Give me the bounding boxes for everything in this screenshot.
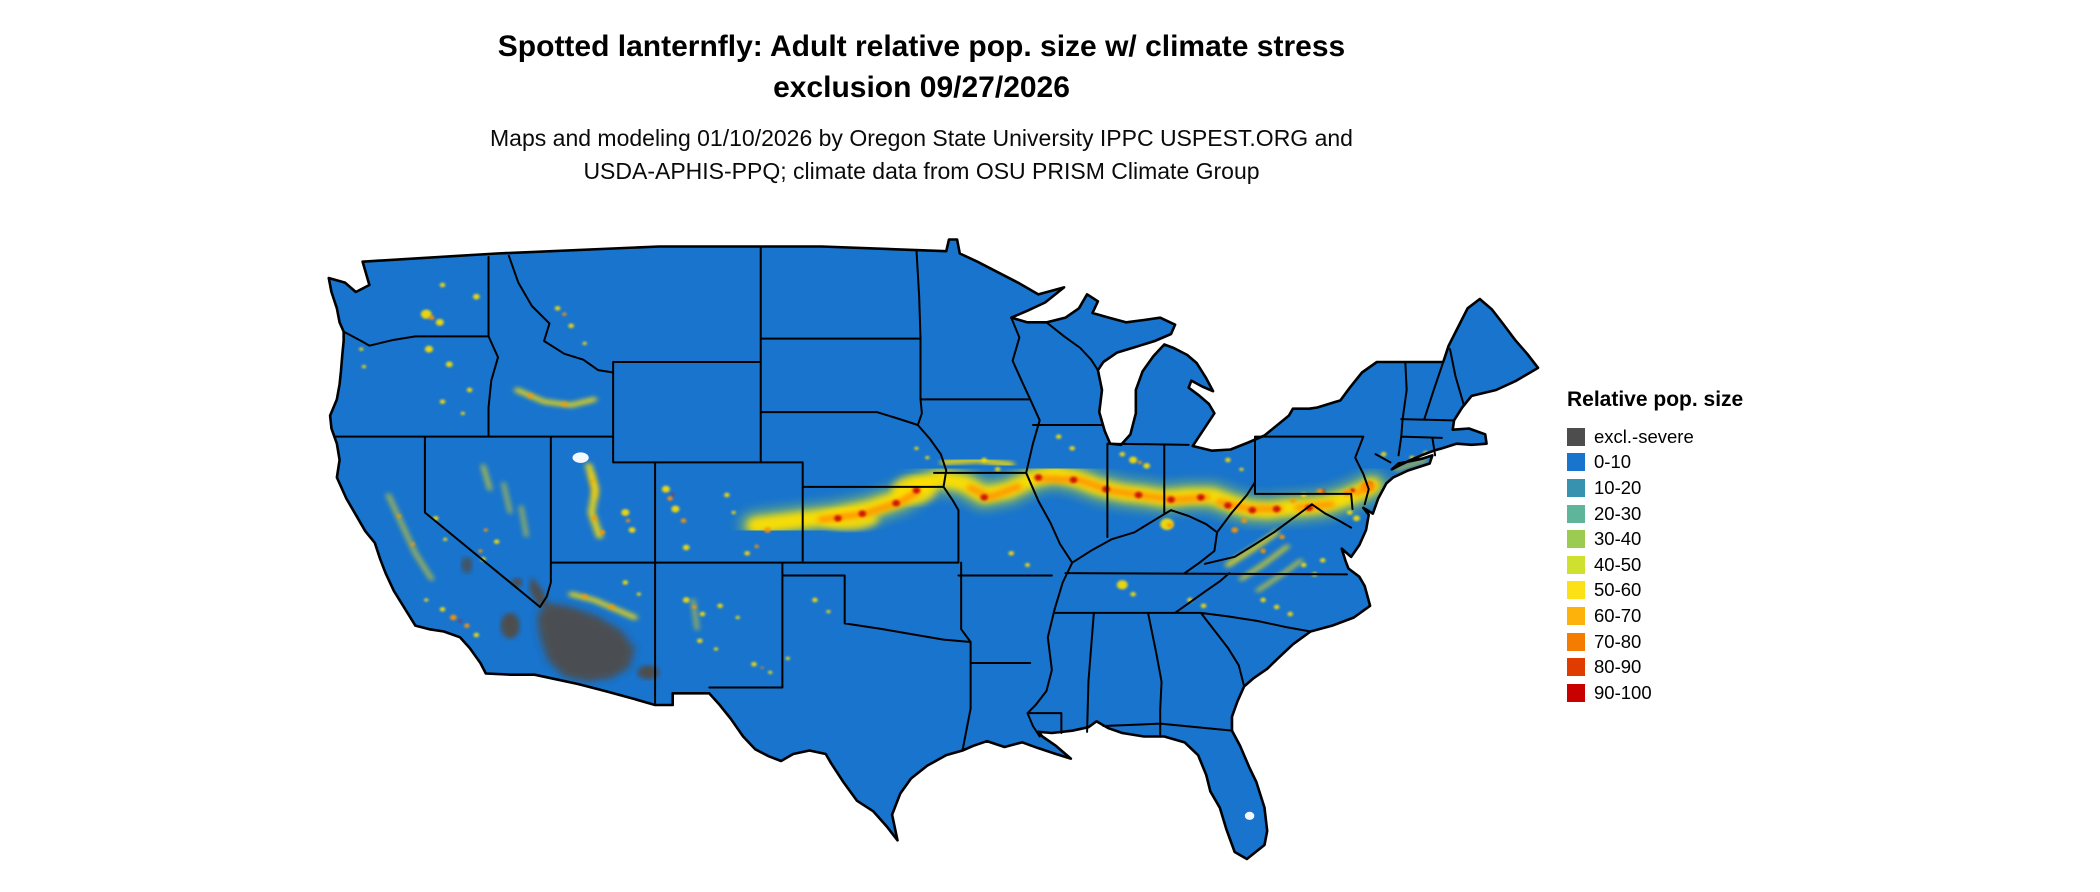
legend-title: Relative pop. size: [1567, 388, 1744, 411]
map-subtitle-line1: Maps and modeling 01/10/2026 by Oregon S…: [490, 125, 1353, 151]
legend-swatch: [1567, 530, 1585, 549]
legend-swatch: [1567, 632, 1585, 651]
legend-item: 20-30: [1567, 501, 1743, 527]
us-map: [280, 215, 1580, 892]
legend-item-label: 70-80: [1594, 630, 1642, 652]
legend-swatch: [1567, 453, 1585, 472]
legend-swatch: [1567, 478, 1585, 497]
legend-item-label: 90-100: [1594, 681, 1652, 703]
legend-item: 0-10: [1567, 450, 1743, 476]
heat-overlay: [359, 282, 1429, 682]
legend-item: 70-80: [1567, 629, 1743, 655]
excluded-region: [461, 556, 660, 682]
legend-item: 40-50: [1567, 552, 1743, 578]
lake-ok: [1244, 811, 1255, 820]
map-subtitle: Maps and modeling 01/10/2026 by Oregon S…: [0, 122, 1843, 188]
yellow-specks: [359, 282, 1429, 675]
legend-swatch: [1567, 658, 1585, 677]
national-outline: [329, 240, 1538, 860]
legend-item-label: 60-70: [1594, 604, 1642, 626]
legend-swatch: [1567, 606, 1585, 625]
legend-swatch: [1567, 581, 1585, 600]
legend-item: 30-40: [1567, 526, 1743, 552]
us-map-svg: [280, 215, 1580, 892]
legend: Relative pop. size excl.-severe 0-10 10-20…: [1567, 388, 1743, 706]
legend-item-label: 50-60: [1594, 579, 1642, 601]
map-subtitle-line2: USDA-APHIS-PPQ; climate data from OSU PR…: [583, 158, 1260, 184]
legend-swatch: [1567, 555, 1585, 574]
state-borders: [334, 247, 1463, 751]
legend-item: 80-90: [1567, 654, 1743, 680]
great-salt-lake: [572, 452, 589, 463]
legend-item-label: 30-40: [1594, 528, 1642, 550]
map-title-line2: exclusion 09/27/2026: [773, 71, 1070, 104]
legend-item: 60-70: [1567, 603, 1743, 629]
legend-swatch: [1567, 504, 1585, 523]
legend-item-label: 0-10: [1594, 451, 1632, 473]
map-title: Spotted lanternfly: Adult relative pop. …: [0, 26, 1843, 108]
inland-lakes: [572, 452, 1255, 820]
map-title-line1: Spotted lanternfly: Adult relative pop. …: [497, 30, 1346, 63]
legend-swatch: [1567, 427, 1585, 446]
legend-item-label: 80-90: [1594, 656, 1642, 678]
legend-swatch: [1567, 683, 1585, 702]
legend-item-label: excl.-severe: [1594, 425, 1694, 447]
legend-item: 90-100: [1567, 680, 1743, 706]
legend-item-label: 40-50: [1594, 553, 1642, 575]
legend-item-label: 10-20: [1594, 476, 1642, 498]
legend-item-label: 20-30: [1594, 502, 1642, 524]
legend-item: 50-60: [1567, 578, 1743, 604]
legend-item: excl.-severe: [1567, 424, 1743, 450]
legend-items: excl.-severe 0-10 10-20 20-30 30-40 40-50 50-6…: [1567, 424, 1743, 706]
legend-item: 10-20: [1567, 475, 1743, 501]
